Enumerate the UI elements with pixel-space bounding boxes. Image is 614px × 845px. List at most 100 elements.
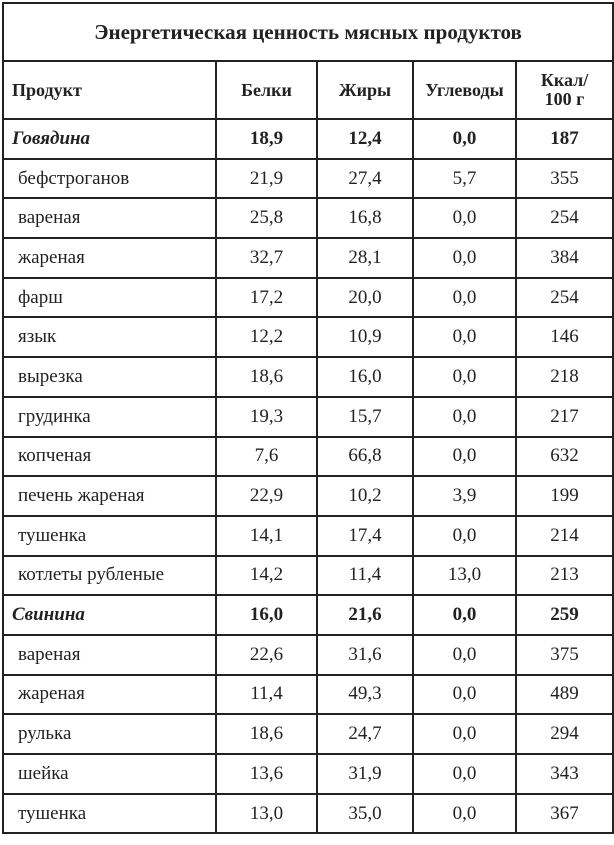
protein-cell: 14,2 bbox=[215, 554, 318, 597]
group-row: Свинина 16,0 21,6 0,0 259 bbox=[2, 594, 614, 636]
column-header-protein: Белки bbox=[215, 60, 318, 120]
name-cell: фарш bbox=[2, 276, 217, 319]
kcal-cell: 375 bbox=[514, 633, 614, 676]
table-row: вырезка 18,6 16,0 0,0 218 bbox=[2, 356, 614, 398]
carbs-cell: 0,0 bbox=[412, 514, 517, 557]
column-header-product: Продукт bbox=[2, 60, 217, 120]
table-row: копченая 7,6 66,8 0,0 632 bbox=[2, 435, 614, 478]
carbs-cell: 0,0 bbox=[412, 237, 517, 279]
column-header-carbs: Углеводы bbox=[412, 60, 517, 120]
table-row: язык 12,2 10,9 0,0 146 bbox=[2, 316, 614, 359]
protein-cell: 17,2 bbox=[215, 276, 318, 319]
protein-cell: 13,6 bbox=[215, 753, 318, 795]
carbs-cell: 0,0 bbox=[412, 276, 517, 319]
table-row: тушенка 14,1 17,4 0,0 214 bbox=[2, 514, 614, 557]
carbs-cell: 5,7 bbox=[412, 157, 517, 200]
kcal-cell: 355 bbox=[514, 157, 614, 200]
carbs-cell: 0,0 bbox=[412, 316, 517, 359]
column-header-fat: Жиры bbox=[316, 60, 414, 120]
name-cell: Говядина bbox=[2, 118, 217, 160]
name-cell: котлеты рубленые bbox=[2, 554, 217, 597]
name-cell: вырезка bbox=[2, 356, 217, 398]
kcal-cell: 254 bbox=[514, 197, 614, 240]
name-cell: печень жареная bbox=[2, 475, 217, 517]
header-row: Продукт Белки Жиры Углеводы Ккал/ 100 г bbox=[2, 60, 614, 120]
table-row: вареная 25,8 16,8 0,0 254 bbox=[2, 197, 614, 240]
carbs-cell: 0,0 bbox=[412, 713, 517, 755]
kcal-cell: 218 bbox=[514, 356, 614, 398]
kcal-cell: 259 bbox=[514, 594, 614, 636]
kcal-cell: 384 bbox=[514, 237, 614, 279]
protein-cell: 25,8 bbox=[215, 197, 318, 240]
name-cell: язык bbox=[2, 316, 217, 359]
fat-cell: 35,0 bbox=[316, 792, 414, 835]
protein-cell: 18,9 bbox=[215, 118, 318, 160]
table-row: печень жареная 22,9 10,2 3,9 199 bbox=[2, 475, 614, 517]
kcal-cell: 217 bbox=[514, 395, 614, 438]
kcal-cell: 213 bbox=[514, 554, 614, 597]
protein-cell: 14,1 bbox=[215, 514, 318, 557]
name-cell: рулька bbox=[2, 713, 217, 755]
carbs-cell: 0,0 bbox=[412, 633, 517, 676]
group-row: Говядина 18,9 12,4 0,0 187 bbox=[2, 118, 614, 160]
table-row: рулька 18,6 24,7 0,0 294 bbox=[2, 713, 614, 755]
kcal-cell: 343 bbox=[514, 753, 614, 795]
protein-cell: 11,4 bbox=[215, 673, 318, 716]
carbs-cell: 0,0 bbox=[412, 395, 517, 438]
kcal-cell: 214 bbox=[514, 514, 614, 557]
name-cell: грудинка bbox=[2, 395, 217, 438]
carbs-cell: 3,9 bbox=[412, 475, 517, 517]
fat-cell: 10,2 bbox=[316, 475, 414, 517]
table-row: фарш 17,2 20,0 0,0 254 bbox=[2, 276, 614, 319]
carbs-cell: 0,0 bbox=[412, 197, 517, 240]
fat-cell: 11,4 bbox=[316, 554, 414, 597]
table-row: жареная 32,7 28,1 0,0 384 bbox=[2, 237, 614, 279]
table-row: тушенка 13,0 35,0 0,0 367 bbox=[2, 792, 614, 835]
fat-cell: 16,0 bbox=[316, 356, 414, 398]
carbs-cell: 13,0 bbox=[412, 554, 517, 597]
carbs-cell: 0,0 bbox=[412, 356, 517, 398]
kcal-cell: 146 bbox=[514, 316, 614, 359]
protein-cell: 19,3 bbox=[215, 395, 318, 438]
kcal-cell: 294 bbox=[514, 713, 614, 755]
protein-cell: 21,9 bbox=[215, 157, 318, 200]
carbs-cell: 0,0 bbox=[412, 753, 517, 795]
protein-cell: 18,6 bbox=[215, 713, 318, 755]
fat-cell: 15,7 bbox=[316, 395, 414, 438]
fat-cell: 21,6 bbox=[316, 594, 414, 636]
protein-cell: 18,6 bbox=[215, 356, 318, 398]
column-header-kcal: Ккал/ 100 г bbox=[514, 60, 614, 120]
kcal-cell: 632 bbox=[514, 435, 614, 478]
name-cell: тушенка bbox=[2, 514, 217, 557]
carbs-cell: 0,0 bbox=[412, 435, 517, 478]
carbs-cell: 0,0 bbox=[412, 792, 517, 835]
fat-cell: 17,4 bbox=[316, 514, 414, 557]
carbs-cell: 0,0 bbox=[412, 673, 517, 716]
carbs-cell: 0,0 bbox=[412, 118, 517, 160]
fat-cell: 66,8 bbox=[316, 435, 414, 478]
fat-cell: 49,3 bbox=[316, 673, 414, 716]
kcal-cell: 367 bbox=[514, 792, 614, 835]
fat-cell: 16,8 bbox=[316, 197, 414, 240]
name-cell: бефстроганов bbox=[2, 157, 217, 200]
protein-cell: 32,7 bbox=[215, 237, 318, 279]
kcal-cell: 187 bbox=[514, 118, 614, 160]
name-cell: тушенка bbox=[2, 792, 217, 835]
table-row: жареная 11,4 49,3 0,0 489 bbox=[2, 673, 614, 716]
name-cell: вареная bbox=[2, 197, 217, 240]
protein-cell: 22,6 bbox=[215, 633, 318, 676]
name-cell: копченая bbox=[2, 435, 217, 478]
name-cell: жареная bbox=[2, 237, 217, 279]
kcal-cell: 489 bbox=[514, 673, 614, 716]
fat-cell: 31,9 bbox=[316, 753, 414, 795]
fat-cell: 10,9 bbox=[316, 316, 414, 359]
kcal-cell: 254 bbox=[514, 276, 614, 319]
protein-cell: 12,2 bbox=[215, 316, 318, 359]
table-row: бефстроганов 21,9 27,4 5,7 355 bbox=[2, 157, 614, 200]
table-title: Энергетическая ценность мясных продуктов bbox=[1, 2, 614, 62]
fat-cell: 28,1 bbox=[316, 237, 414, 279]
fat-cell: 27,4 bbox=[316, 157, 414, 200]
table-row: котлеты рубленые 14,2 11,4 13,0 213 bbox=[2, 554, 614, 597]
name-cell: Свинина bbox=[2, 594, 217, 636]
